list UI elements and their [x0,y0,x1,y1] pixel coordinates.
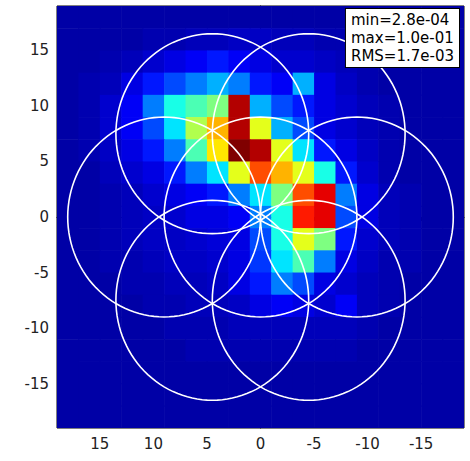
svg-text:min=2.8e-04: min=2.8e-04 [351,11,449,29]
svg-text:-5: -5 [34,264,49,282]
svg-text:10: 10 [144,435,163,453]
svg-text:0: 0 [39,208,49,226]
svg-text:0: 0 [256,435,266,453]
svg-text:-15: -15 [25,375,50,393]
svg-text:5: 5 [39,152,49,170]
svg-text:15: 15 [90,435,109,453]
svg-text:-10: -10 [355,435,380,453]
svg-text:15: 15 [30,41,49,59]
svg-text:-15: -15 [409,435,434,453]
svg-text:5: 5 [202,435,212,453]
svg-text:-5: -5 [307,435,322,453]
svg-text:-10: -10 [25,319,50,337]
svg-text:max=1.0e-01: max=1.0e-01 [351,29,454,47]
svg-text:RMS=1.7e-03: RMS=1.7e-03 [351,47,454,65]
svg-text:10: 10 [30,97,49,115]
